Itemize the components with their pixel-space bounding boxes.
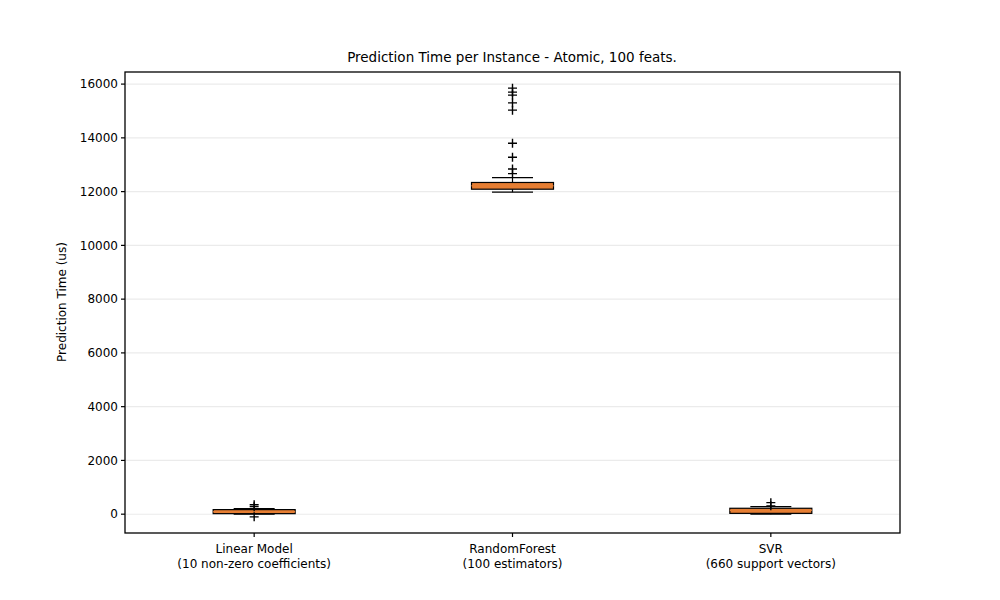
y-tick-label: 4000 bbox=[87, 400, 118, 414]
flier-marker bbox=[508, 98, 517, 107]
y-tick-label: 2000 bbox=[87, 454, 118, 468]
figure: 0 2000 4000 6000 8000 10000 12000 14000 16000 Lin… bbox=[0, 0, 1000, 600]
flier-marker bbox=[508, 153, 517, 162]
y-tick-label: 6000 bbox=[87, 346, 118, 360]
boxplot-chart: 0 2000 4000 6000 8000 10000 12000 14000 16000 Lin… bbox=[0, 0, 1000, 600]
flier-marker bbox=[508, 84, 517, 93]
y-tick-label: 8000 bbox=[87, 292, 118, 306]
y-tick-label: 10000 bbox=[80, 239, 118, 253]
x-tick-label-line2: (660 support vectors) bbox=[706, 557, 836, 571]
x-tick-label-line2: (10 non-zero coefficients) bbox=[177, 557, 331, 571]
y-tick-label: 0 bbox=[110, 507, 118, 521]
x-tick-label-line1: SVR bbox=[759, 542, 783, 556]
y-tick-label: 12000 bbox=[80, 185, 118, 199]
chart-title: Prediction Time per Instance - Atomic, 1… bbox=[347, 49, 677, 65]
y-axis-label: Prediction Time (us) bbox=[55, 242, 69, 362]
flier-marker bbox=[508, 165, 517, 174]
flier-marker bbox=[508, 139, 517, 148]
y-tick-label: 14000 bbox=[80, 131, 118, 145]
x-tick-label-line1: RandomForest bbox=[469, 542, 556, 556]
x-tick-label-line2: (100 estimators) bbox=[462, 557, 562, 571]
x-tick-label-line1: Linear Model bbox=[216, 542, 293, 556]
y-tick-label: 16000 bbox=[80, 77, 118, 91]
